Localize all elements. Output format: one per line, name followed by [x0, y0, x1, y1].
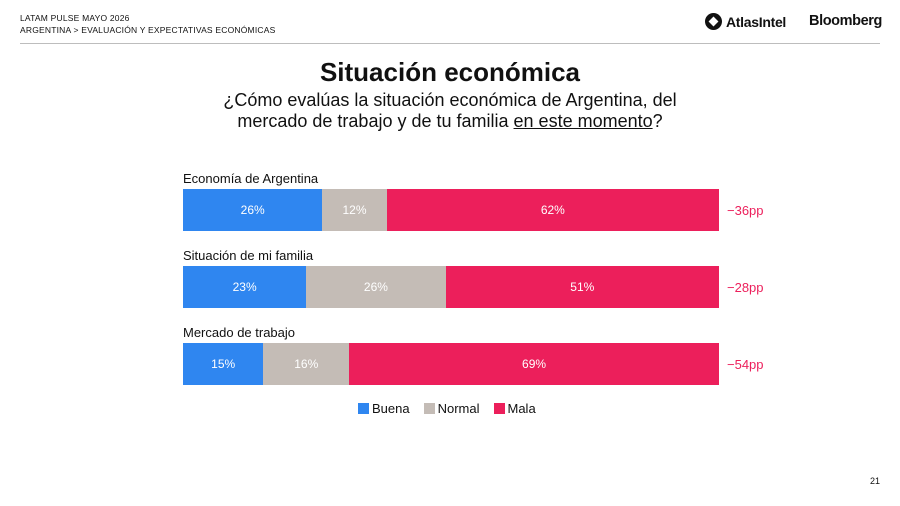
bloomberg-logo: Bloomberg [809, 13, 882, 29]
bar-segment-normal: 26% [306, 266, 446, 308]
page-title: Situación económica [319, 57, 581, 87]
bar-segment-normal: 12% [322, 189, 387, 231]
atlasintel-mark-icon [705, 13, 722, 30]
atlasintel-logo-text: AtlasIntel [726, 13, 787, 30]
bar-segment-mala: 51% [445, 266, 719, 308]
page-number: 21 [870, 476, 881, 486]
legend-label: Mala [507, 401, 536, 416]
subtitle-end: ? [652, 111, 663, 131]
net-balance: −36pp [727, 203, 764, 218]
breadcrumb-section: ARGENTINA > EVALUACIÓN Y EXPECTATIVAS EC… [20, 25, 276, 35]
net-balance: −54pp [727, 357, 764, 372]
bar-segment-buena: 15% [183, 343, 264, 385]
stacked-bar: 23% 26% 51% [183, 266, 719, 308]
header-divider [20, 43, 880, 44]
chart-legend: Buena Normal Mala [358, 401, 536, 416]
legend-label: Buena [372, 401, 410, 416]
data-label: 26% [240, 203, 265, 217]
breadcrumb-survey: LATAM PULSE MAYO 2026 [20, 13, 130, 23]
legend-swatch-normal [423, 403, 435, 414]
data-label: 62% [540, 203, 565, 217]
subtitle-underlined-text: en este momento [513, 111, 653, 131]
data-label: 26% [363, 280, 388, 294]
legend-swatch-mala [493, 403, 505, 414]
legend-label: Normal [437, 401, 480, 416]
data-label: 69% [522, 357, 547, 371]
bar-segment-mala: 62% [386, 189, 719, 231]
data-label: 15% [211, 357, 236, 371]
legend-swatch-buena [358, 403, 369, 414]
stacked-bar: 26% 12% 62% [183, 189, 719, 231]
data-label: 12% [342, 203, 367, 217]
data-label: 51% [570, 280, 595, 294]
bar-segment-normal: 16% [263, 343, 350, 385]
atlasintel-logo: AtlasIntel [705, 13, 786, 30]
row-label: Economía de Argentina [183, 171, 319, 186]
data-label: 16% [294, 357, 319, 371]
legend-item-buena: Buena [358, 401, 410, 416]
legend-item-normal: Normal [423, 401, 480, 416]
row-label: Situación de mi familia [183, 248, 314, 263]
net-balance: −28pp [727, 280, 764, 295]
legend-item-mala: Mala [493, 401, 536, 416]
bar-segment-buena: 26% [183, 189, 323, 231]
data-label: 23% [232, 280, 257, 294]
bar-segment-buena: 23% [183, 266, 307, 308]
row-label: Mercado de trabajo [183, 325, 296, 340]
bar-segment-mala: 69% [349, 343, 719, 385]
subtitle-text: ¿Cómo evalúas la situación económica de … [223, 90, 677, 131]
page-subtitle: ¿Cómo evalúas la situación económica de … [190, 90, 710, 132]
stacked-bar: 15% 16% 69% [183, 343, 719, 385]
